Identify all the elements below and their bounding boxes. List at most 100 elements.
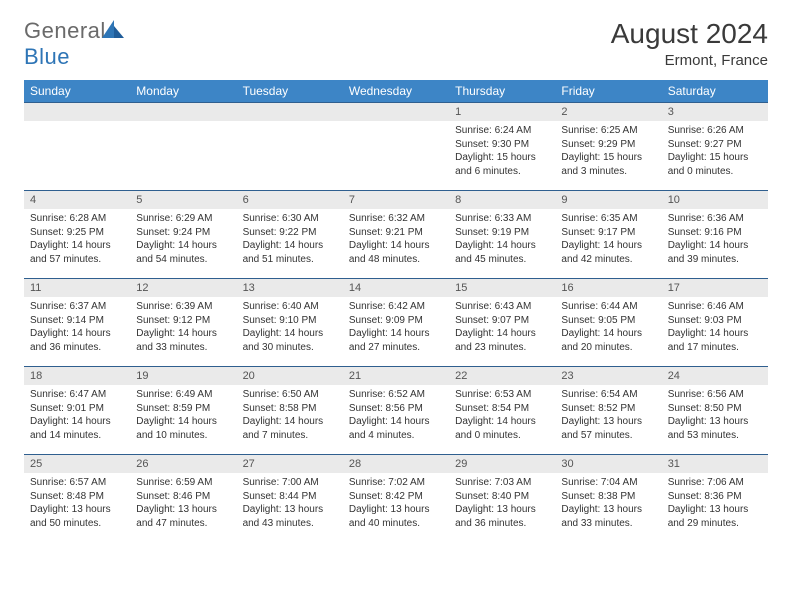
sunrise-text: Sunrise: 7:03 AM bbox=[455, 476, 549, 490]
sunrise-text: Sunrise: 6:57 AM bbox=[30, 476, 124, 490]
day-data: Sunrise: 6:39 AMSunset: 9:12 PMDaylight:… bbox=[130, 297, 236, 357]
calendar-cell: 25Sunrise: 6:57 AMSunset: 8:48 PMDayligh… bbox=[24, 455, 130, 543]
brand-logo: General Blue bbox=[24, 18, 126, 70]
day-data: Sunrise: 6:32 AMSunset: 9:21 PMDaylight:… bbox=[343, 209, 449, 269]
daylight-text: Daylight: 14 hours and 57 minutes. bbox=[30, 239, 124, 266]
sunset-text: Sunset: 9:07 PM bbox=[455, 314, 549, 328]
sunrise-text: Sunrise: 6:28 AM bbox=[30, 212, 124, 226]
day-number: 19 bbox=[130, 367, 236, 385]
sunset-text: Sunset: 8:50 PM bbox=[668, 402, 762, 416]
calendar-cell: 10Sunrise: 6:36 AMSunset: 9:16 PMDayligh… bbox=[662, 191, 768, 279]
day-number: 7 bbox=[343, 191, 449, 209]
sunrise-text: Sunrise: 6:37 AM bbox=[30, 300, 124, 314]
day-number: 2 bbox=[555, 103, 661, 121]
calendar-cell: 18Sunrise: 6:47 AMSunset: 9:01 PMDayligh… bbox=[24, 367, 130, 455]
calendar-cell: 13Sunrise: 6:40 AMSunset: 9:10 PMDayligh… bbox=[237, 279, 343, 367]
sunset-text: Sunset: 9:05 PM bbox=[561, 314, 655, 328]
day-data: Sunrise: 6:59 AMSunset: 8:46 PMDaylight:… bbox=[130, 473, 236, 533]
daylight-text: Daylight: 14 hours and 36 minutes. bbox=[30, 327, 124, 354]
calendar-cell: 15Sunrise: 6:43 AMSunset: 9:07 PMDayligh… bbox=[449, 279, 555, 367]
calendar-cell: 1Sunrise: 6:24 AMSunset: 9:30 PMDaylight… bbox=[449, 103, 555, 191]
daylight-text: Daylight: 13 hours and 57 minutes. bbox=[561, 415, 655, 442]
month-title: August 2024 bbox=[611, 18, 768, 50]
empty-daynum bbox=[237, 103, 343, 121]
sunrise-text: Sunrise: 6:52 AM bbox=[349, 388, 443, 402]
calendar-cell: 31Sunrise: 7:06 AMSunset: 8:36 PMDayligh… bbox=[662, 455, 768, 543]
sunset-text: Sunset: 8:42 PM bbox=[349, 490, 443, 504]
sunset-text: Sunset: 9:10 PM bbox=[243, 314, 337, 328]
daylight-text: Daylight: 13 hours and 40 minutes. bbox=[349, 503, 443, 530]
sunrise-text: Sunrise: 6:24 AM bbox=[455, 124, 549, 138]
sunset-text: Sunset: 8:48 PM bbox=[30, 490, 124, 504]
sunrise-text: Sunrise: 6:25 AM bbox=[561, 124, 655, 138]
daylight-text: Daylight: 14 hours and 20 minutes. bbox=[561, 327, 655, 354]
weekday-header: Saturday bbox=[662, 80, 768, 103]
calendar-cell: 5Sunrise: 6:29 AMSunset: 9:24 PMDaylight… bbox=[130, 191, 236, 279]
weekday-header: Sunday bbox=[24, 80, 130, 103]
sunrise-text: Sunrise: 7:06 AM bbox=[668, 476, 762, 490]
calendar-week-row: 4Sunrise: 6:28 AMSunset: 9:25 PMDaylight… bbox=[24, 191, 768, 279]
day-number: 27 bbox=[237, 455, 343, 473]
brand-text: General Blue bbox=[24, 18, 126, 70]
daylight-text: Daylight: 14 hours and 48 minutes. bbox=[349, 239, 443, 266]
daylight-text: Daylight: 15 hours and 3 minutes. bbox=[561, 151, 655, 178]
calendar-cell: 21Sunrise: 6:52 AMSunset: 8:56 PMDayligh… bbox=[343, 367, 449, 455]
sunrise-text: Sunrise: 6:32 AM bbox=[349, 212, 443, 226]
daylight-text: Daylight: 13 hours and 50 minutes. bbox=[30, 503, 124, 530]
daylight-text: Daylight: 14 hours and 17 minutes. bbox=[668, 327, 762, 354]
calendar-cell: 8Sunrise: 6:33 AMSunset: 9:19 PMDaylight… bbox=[449, 191, 555, 279]
day-data: Sunrise: 6:24 AMSunset: 9:30 PMDaylight:… bbox=[449, 121, 555, 181]
day-data: Sunrise: 6:52 AMSunset: 8:56 PMDaylight:… bbox=[343, 385, 449, 445]
calendar-week-row: 18Sunrise: 6:47 AMSunset: 9:01 PMDayligh… bbox=[24, 367, 768, 455]
sunset-text: Sunset: 9:29 PM bbox=[561, 138, 655, 152]
calendar-cell: 20Sunrise: 6:50 AMSunset: 8:58 PMDayligh… bbox=[237, 367, 343, 455]
calendar-cell: 24Sunrise: 6:56 AMSunset: 8:50 PMDayligh… bbox=[662, 367, 768, 455]
sunset-text: Sunset: 9:03 PM bbox=[668, 314, 762, 328]
day-number: 22 bbox=[449, 367, 555, 385]
sunrise-text: Sunrise: 6:56 AM bbox=[668, 388, 762, 402]
title-block: August 2024 Ermont, France bbox=[611, 18, 768, 69]
day-data: Sunrise: 6:53 AMSunset: 8:54 PMDaylight:… bbox=[449, 385, 555, 445]
day-data: Sunrise: 6:26 AMSunset: 9:27 PMDaylight:… bbox=[662, 121, 768, 181]
calendar-cell: 16Sunrise: 6:44 AMSunset: 9:05 PMDayligh… bbox=[555, 279, 661, 367]
weekday-header: Thursday bbox=[449, 80, 555, 103]
sunrise-text: Sunrise: 7:04 AM bbox=[561, 476, 655, 490]
day-data: Sunrise: 6:54 AMSunset: 8:52 PMDaylight:… bbox=[555, 385, 661, 445]
calendar-cell: 3Sunrise: 6:26 AMSunset: 9:27 PMDaylight… bbox=[662, 103, 768, 191]
sunrise-text: Sunrise: 6:47 AM bbox=[30, 388, 124, 402]
sunrise-text: Sunrise: 6:50 AM bbox=[243, 388, 337, 402]
day-number: 12 bbox=[130, 279, 236, 297]
sunrise-text: Sunrise: 6:39 AM bbox=[136, 300, 230, 314]
day-data: Sunrise: 6:56 AMSunset: 8:50 PMDaylight:… bbox=[662, 385, 768, 445]
daylight-text: Daylight: 14 hours and 54 minutes. bbox=[136, 239, 230, 266]
sunrise-text: Sunrise: 6:35 AM bbox=[561, 212, 655, 226]
day-number: 26 bbox=[130, 455, 236, 473]
day-data: Sunrise: 6:29 AMSunset: 9:24 PMDaylight:… bbox=[130, 209, 236, 269]
daylight-text: Daylight: 14 hours and 10 minutes. bbox=[136, 415, 230, 442]
calendar-cell: 2 Sunrise: 6:25 AMSunset: 9:29 PMDaylight… bbox=[555, 103, 661, 191]
calendar-cell: 28Sunrise: 7:02 AMSunset: 8:42 PMDayligh… bbox=[343, 455, 449, 543]
day-number: 30 bbox=[555, 455, 661, 473]
flag-icon bbox=[102, 20, 126, 38]
day-number: 15 bbox=[449, 279, 555, 297]
sunrise-text: Sunrise: 6:29 AM bbox=[136, 212, 230, 226]
weekday-header: Friday bbox=[555, 80, 661, 103]
day-data: Sunrise: 7:06 AMSunset: 8:36 PMDaylight:… bbox=[662, 473, 768, 533]
calendar-cell bbox=[237, 103, 343, 191]
empty-daynum bbox=[343, 103, 449, 121]
calendar-cell: 17Sunrise: 6:46 AMSunset: 9:03 PMDayligh… bbox=[662, 279, 768, 367]
sunrise-text: Sunrise: 6:26 AM bbox=[668, 124, 762, 138]
calendar-page: General Blue August 2024 Ermont, France … bbox=[0, 0, 792, 561]
empty-daynum bbox=[24, 103, 130, 121]
sunrise-text: Sunrise: 6:44 AM bbox=[561, 300, 655, 314]
day-number: 4 bbox=[24, 191, 130, 209]
calendar-cell bbox=[24, 103, 130, 191]
daylight-text: Daylight: 14 hours and 39 minutes. bbox=[668, 239, 762, 266]
sunset-text: Sunset: 9:12 PM bbox=[136, 314, 230, 328]
day-data: Sunrise: 6:40 AMSunset: 9:10 PMDaylight:… bbox=[237, 297, 343, 357]
sunset-text: Sunset: 9:21 PM bbox=[349, 226, 443, 240]
calendar-cell: 9Sunrise: 6:35 AMSunset: 9:17 PMDaylight… bbox=[555, 191, 661, 279]
day-data: Sunrise: 6:37 AMSunset: 9:14 PMDaylight:… bbox=[24, 297, 130, 357]
weekday-header: Monday bbox=[130, 80, 236, 103]
sunset-text: Sunset: 8:56 PM bbox=[349, 402, 443, 416]
